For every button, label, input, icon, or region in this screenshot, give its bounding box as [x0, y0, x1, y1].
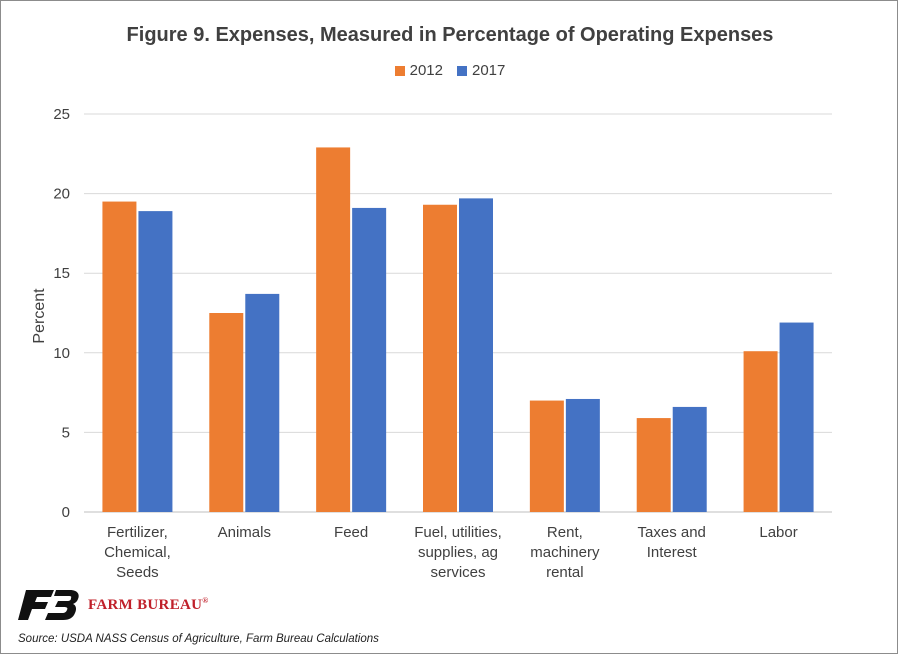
y-axis-ticks: 0 5 10 15 20 25 — [53, 106, 70, 521]
x-tick-label: Fertilizer, Chemical, Seeds — [104, 524, 171, 581]
bar-2017 — [352, 207, 387, 513]
gridlines — [84, 113, 832, 513]
bar-chart: 0 5 10 15 20 25 Fertilizer, Chemical, Seeds Anim… — [31, 106, 832, 581]
bar-2012 — [529, 400, 564, 512]
bar-2017 — [779, 322, 814, 512]
x-tick-label: Labor — [759, 524, 797, 541]
bar-2017 — [138, 211, 173, 512]
farm-bureau-fb-icon — [18, 590, 79, 620]
source-note: Source: USDA NASS Census of Agriculture,… — [18, 633, 379, 645]
legend-item-2017: 2017 — [457, 62, 505, 79]
x-tick-label: Feed — [334, 524, 368, 541]
y-tick-label: 0 — [62, 504, 70, 521]
bar-2012 — [743, 351, 778, 512]
y-tick-label: 15 — [53, 265, 70, 282]
x-tick-label: Taxes and Interest — [638, 524, 706, 561]
farm-bureau-logo: FARM BUREAU® — [18, 590, 209, 620]
bar-2012 — [423, 204, 457, 512]
x-tick-label: Fuel, utilities, supplies, ag services — [414, 524, 502, 581]
legend-swatch-2017 — [457, 65, 467, 76]
x-axis-ticks: Fertilizer, Chemical, Seeds Animals Feed Fuel… — [104, 524, 798, 581]
bar-2017 — [245, 293, 280, 512]
y-tick-label: 10 — [53, 345, 70, 362]
bar-2012 — [102, 201, 137, 512]
bars — [102, 147, 814, 513]
y-tick-label: 20 — [53, 186, 70, 203]
y-tick-label: 25 — [53, 106, 70, 123]
legend-label-2017: 2017 — [472, 62, 506, 79]
legend-item-2012: 2012 — [394, 62, 443, 79]
legend-label-2012: 2012 — [409, 62, 443, 79]
y-axis-label: Percent — [31, 288, 48, 344]
farm-bureau-wordmark: FARM BUREAU® — [88, 596, 209, 613]
y-tick-label: 5 — [62, 424, 70, 441]
x-tick-label: Animals — [218, 524, 271, 541]
bar-2017 — [672, 406, 707, 512]
bar-2017 — [459, 198, 493, 512]
legend-swatch-2012 — [394, 65, 405, 76]
chart-title: Figure 9. Expenses, Measured in Percenta… — [126, 24, 774, 46]
chart-legend: 2012 2017 — [0, 62, 900, 79]
bar-2012 — [209, 313, 244, 512]
bar-2012 — [636, 418, 671, 512]
x-tick-label: Rent, machinery rental — [530, 524, 600, 581]
bar-2012 — [316, 147, 351, 512]
bar-2017 — [565, 398, 600, 512]
